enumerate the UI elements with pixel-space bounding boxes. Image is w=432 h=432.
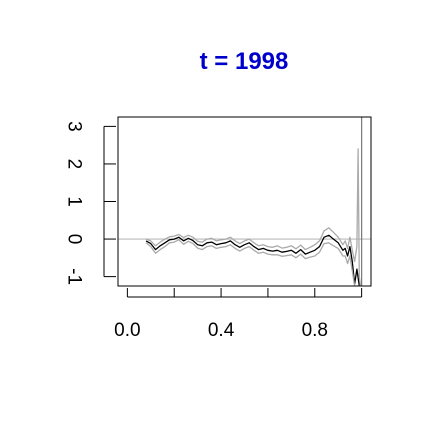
- plot-frame: [117, 116, 372, 287]
- x-tick-label: 0.0: [114, 320, 140, 341]
- y-tick-label: 3: [64, 121, 85, 132]
- y-tick-label: 1: [64, 196, 85, 207]
- series-estimate-line: [145, 234, 362, 286]
- plot-content: [118, 117, 371, 286]
- x-tick-label: 0.4: [208, 320, 235, 341]
- series-ci-upper-line: [145, 148, 362, 286]
- y-tick-label: -1: [64, 268, 85, 285]
- y-tick-label: 0: [64, 234, 85, 245]
- axes: 0.0 0.4 0.8 -1 0 1 2 3: [64, 116, 372, 341]
- series-ci-lower-line: [145, 239, 362, 286]
- plot-area: [118, 117, 371, 286]
- y-tick-label: 2: [64, 159, 85, 170]
- chart-title: t = 1998: [200, 48, 289, 75]
- x-tick-label: 0.8: [302, 320, 328, 341]
